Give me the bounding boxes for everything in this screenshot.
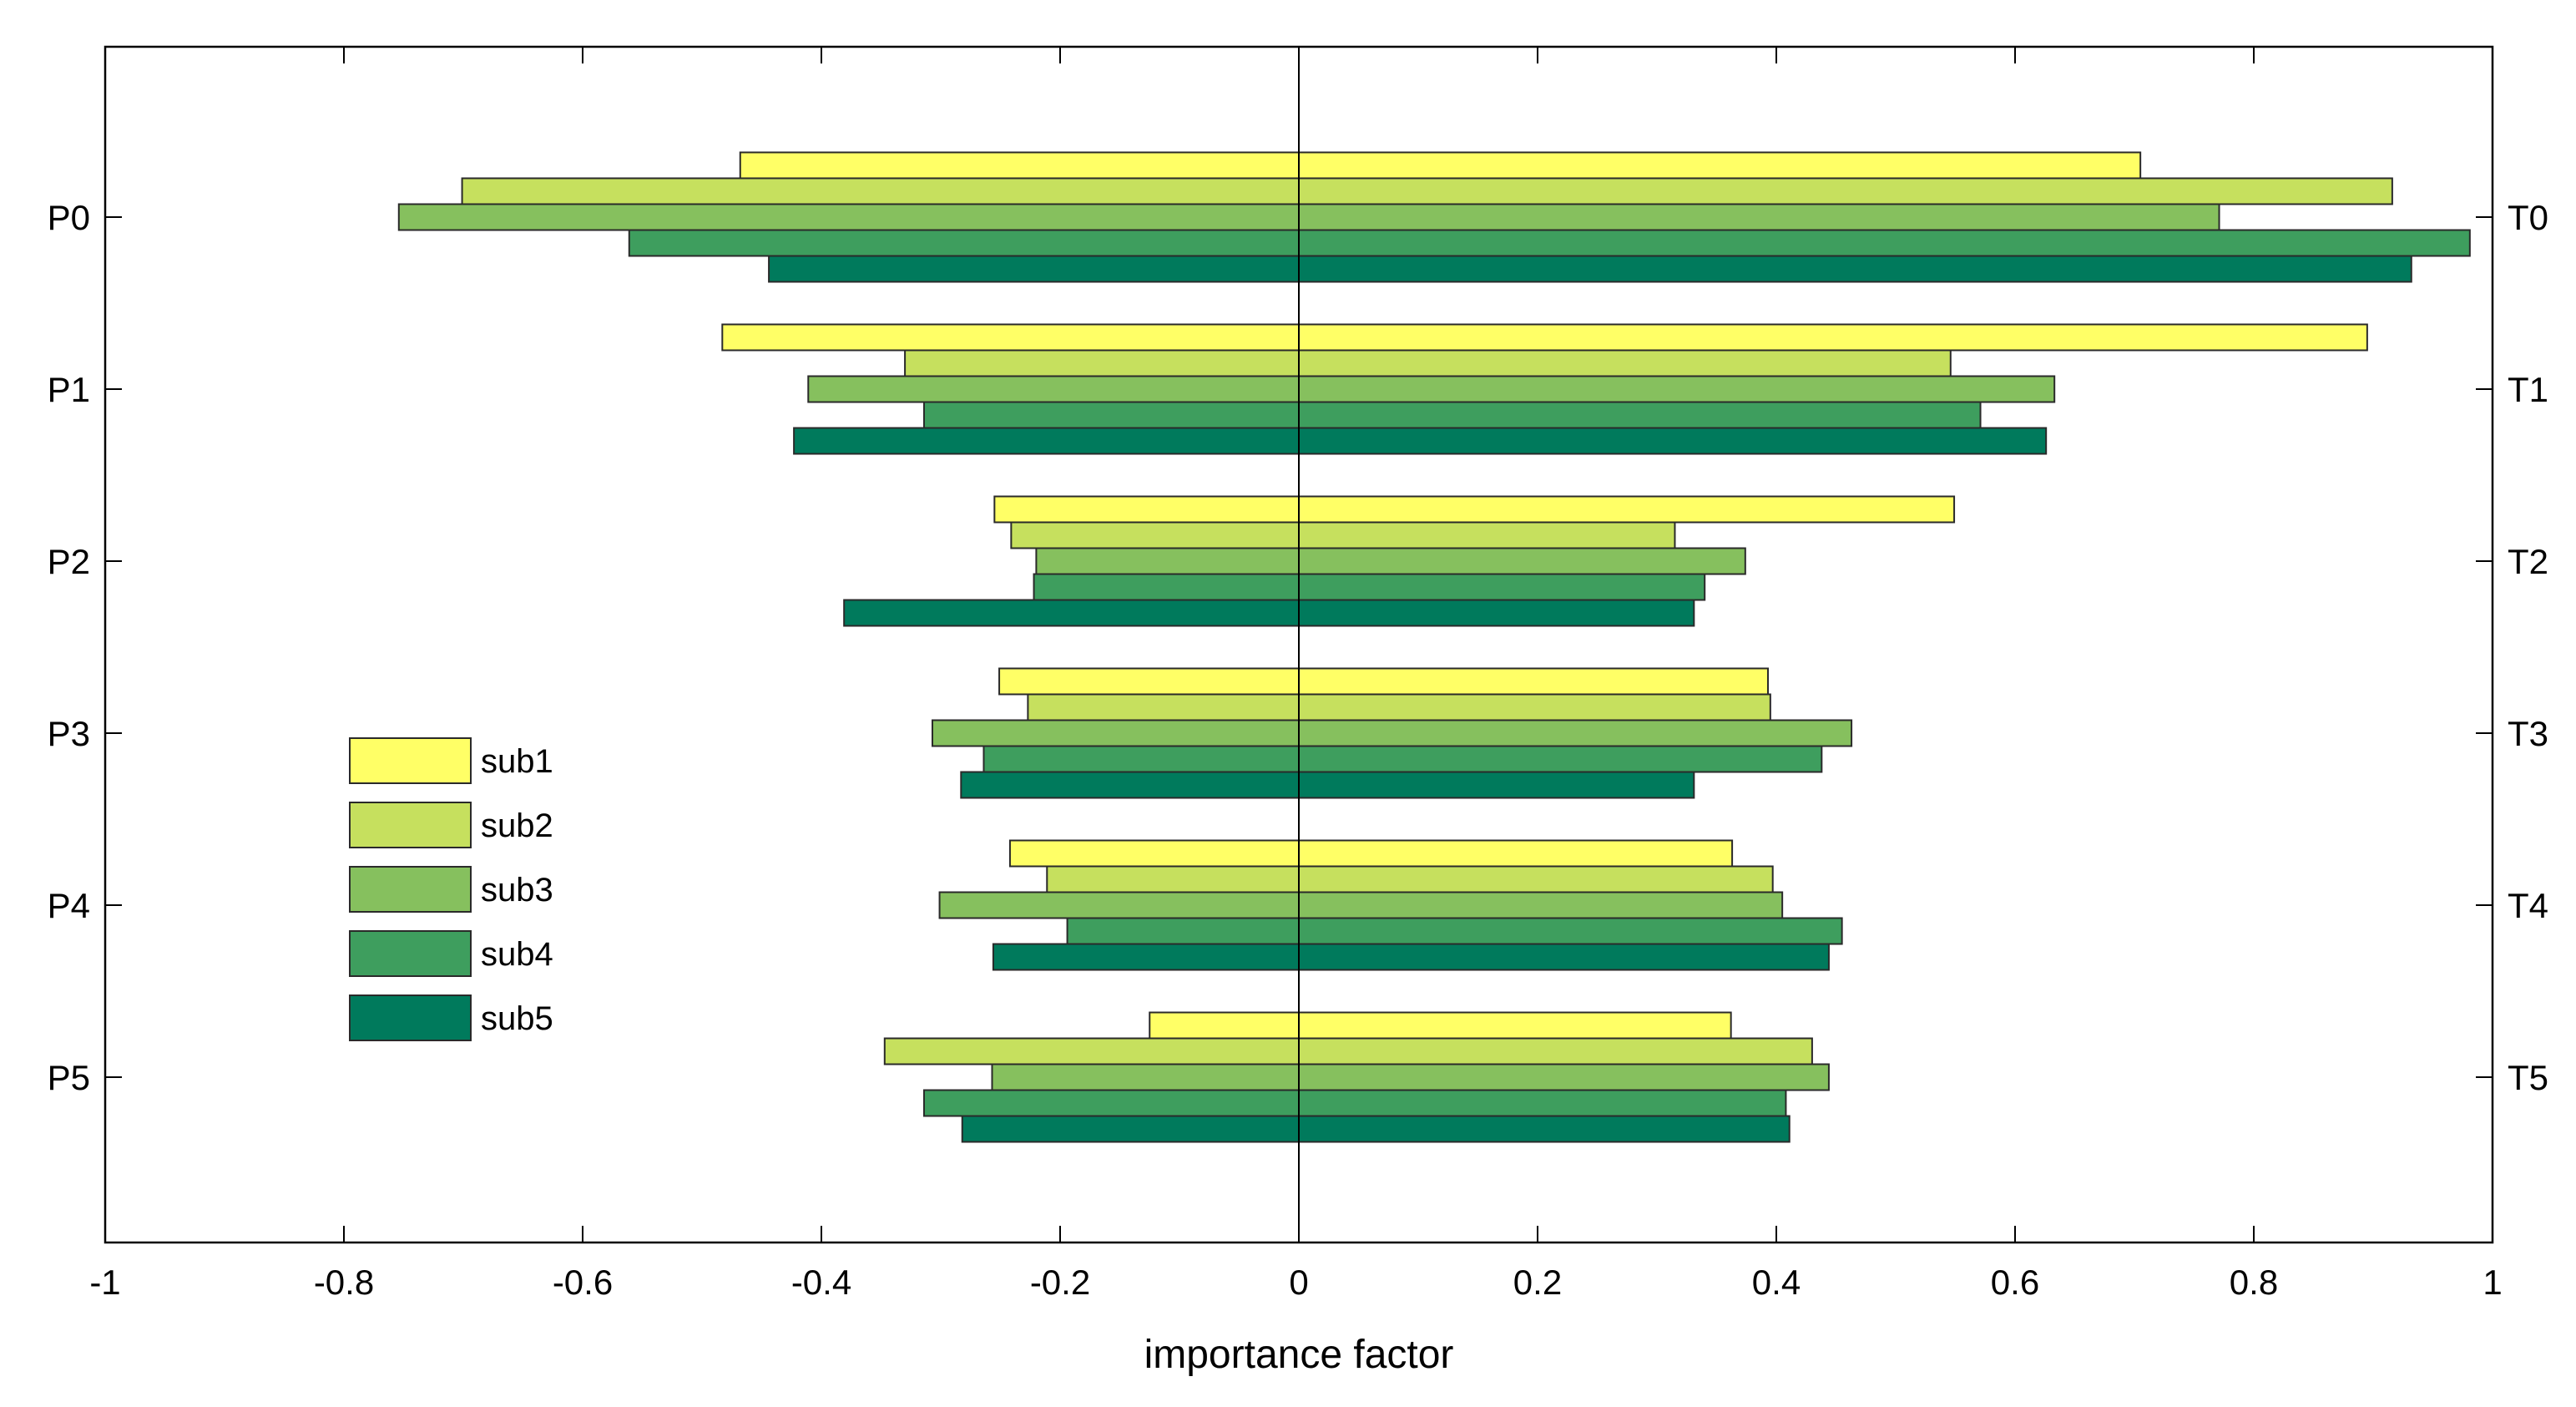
y-tick-label-left: P1 xyxy=(48,370,90,409)
x-tick-label: 0.2 xyxy=(1513,1263,1562,1302)
x-tick-label: -0.6 xyxy=(553,1263,613,1302)
y-tick-label-right: T3 xyxy=(2508,714,2548,753)
bar-sub3-T1 xyxy=(1298,375,2056,403)
bar-sub4-T1 xyxy=(1298,401,1982,429)
bar-sub1-P4 xyxy=(1008,839,1300,868)
legend-label-sub4: sub4 xyxy=(481,936,553,973)
bar-sub3-P2 xyxy=(1035,547,1301,575)
bar-sub1-T2 xyxy=(1298,495,1956,524)
bar-sub2-P0 xyxy=(461,177,1300,205)
y-tick-label-left: P0 xyxy=(48,198,90,237)
bar-sub2-T2 xyxy=(1298,521,1676,549)
bar-sub1-P3 xyxy=(998,667,1300,696)
bar-sub4-T4 xyxy=(1298,917,1843,945)
bar-sub2-T5 xyxy=(1298,1037,1813,1065)
bar-sub5-T2 xyxy=(1298,599,1695,627)
x-tick-label: 0.8 xyxy=(2230,1263,2278,1302)
bar-sub5-T0 xyxy=(1298,255,2412,283)
x-tick-label: -0.4 xyxy=(791,1263,851,1302)
bar-sub5-T1 xyxy=(1298,427,2048,455)
bar-sub5-T4 xyxy=(1298,943,1830,971)
legend-swatch-sub2 xyxy=(349,802,472,848)
legend-swatch-sub1 xyxy=(349,737,472,784)
legend-label-sub1: sub1 xyxy=(481,743,553,780)
bar-sub5-P2 xyxy=(843,599,1300,627)
bar-sub3-P5 xyxy=(991,1063,1300,1091)
bar-sub3-T2 xyxy=(1298,547,1746,575)
bar-sub3-T5 xyxy=(1298,1063,1830,1091)
bar-sub4-P3 xyxy=(982,745,1300,773)
bar-sub1-T0 xyxy=(1298,151,2142,180)
x-tick-label: -0.2 xyxy=(1030,1263,1090,1302)
bar-sub1-T5 xyxy=(1298,1011,1732,1040)
x-tick-label: 1 xyxy=(2483,1263,2502,1302)
bar-sub5-T5 xyxy=(1298,1115,1791,1143)
bar-sub5-T3 xyxy=(1298,771,1695,799)
bar-sub1-T4 xyxy=(1298,839,1734,868)
x-tick-label: -0.8 xyxy=(314,1263,374,1302)
bar-sub2-P5 xyxy=(883,1037,1301,1065)
x-tick-label: 0.6 xyxy=(1991,1263,2039,1302)
bar-sub1-P2 xyxy=(993,495,1300,524)
bar-sub5-P1 xyxy=(793,427,1300,455)
bar-sub3-P4 xyxy=(938,891,1300,919)
bar-sub3-T3 xyxy=(1298,719,1853,747)
bar-sub2-T4 xyxy=(1298,865,1774,893)
bar-sub4-T3 xyxy=(1298,745,1823,773)
x-tick-label: 0 xyxy=(1289,1263,1308,1302)
legend-label-sub5: sub5 xyxy=(481,1000,553,1037)
y-tick-label-right: T2 xyxy=(2508,542,2548,581)
bar-sub2-P4 xyxy=(1046,865,1301,893)
legend-swatch-sub4 xyxy=(349,930,472,977)
legend-label-sub3: sub3 xyxy=(481,872,553,908)
bar-sub4-T5 xyxy=(1298,1089,1787,1117)
bar-sub3-P1 xyxy=(807,375,1300,403)
legend-label-sub2: sub2 xyxy=(481,807,553,844)
bar-sub4-P0 xyxy=(628,229,1300,257)
bar-sub3-T0 xyxy=(1298,203,2220,231)
bar-sub1-T3 xyxy=(1298,667,1769,696)
bar-sub4-T0 xyxy=(1298,229,2471,257)
y-tick-label-left: P3 xyxy=(48,714,90,753)
bar-sub2-P1 xyxy=(904,349,1300,377)
bar-sub3-T4 xyxy=(1298,891,1784,919)
x-axis-title: importance factor xyxy=(1144,1333,1454,1377)
x-tick-label: 0.4 xyxy=(1752,1263,1801,1302)
bar-sub1-T1 xyxy=(1298,323,2368,352)
bar-sub2-T1 xyxy=(1298,349,1952,377)
bar-sub4-T2 xyxy=(1298,573,1706,601)
bar-sub5-P4 xyxy=(992,943,1301,971)
ticks-layer: -1 -0.8 -0.6 -0.4 -0.2 0 0.2 0.4 0.6 0.8 1 P0 T0 P1 T1… xyxy=(48,47,2548,1302)
bar-sub1-P5 xyxy=(1149,1011,1300,1040)
legend-swatch-sub5 xyxy=(349,995,472,1041)
bar-sub3-P3 xyxy=(931,719,1300,747)
y-tick-label-left: P5 xyxy=(48,1058,90,1097)
bar-sub3-P0 xyxy=(397,203,1300,231)
bar-sub5-P5 xyxy=(961,1115,1300,1143)
bar-sub1-P1 xyxy=(721,323,1300,352)
y-tick-label-right: T4 xyxy=(2508,886,2548,925)
y-tick-label-left: P2 xyxy=(48,542,90,581)
bar-sub4-P4 xyxy=(1066,917,1300,945)
bar-sub5-P0 xyxy=(768,255,1300,283)
bar-sub1-P0 xyxy=(739,151,1300,180)
bar-sub4-P5 xyxy=(922,1089,1300,1117)
bar-sub4-P2 xyxy=(1033,573,1301,601)
y-tick-label-right: T0 xyxy=(2508,198,2548,237)
bar-sub2-T3 xyxy=(1298,693,1771,721)
y-tick-label-right: T5 xyxy=(2508,1058,2548,1097)
legend: sub1 sub2 sub3 sub4 sub5 xyxy=(349,737,553,1041)
bar-sub2-P2 xyxy=(1010,521,1300,549)
bar-sub4-P1 xyxy=(922,401,1300,429)
y-tick-label-left: P4 xyxy=(48,886,90,925)
x-tick-label: -1 xyxy=(89,1263,120,1302)
bar-sub2-T0 xyxy=(1298,177,2393,205)
legend-swatch-sub3 xyxy=(349,866,472,913)
bar-sub5-P3 xyxy=(960,771,1301,799)
bar-sub2-P3 xyxy=(1027,693,1300,721)
y-tick-label-right: T1 xyxy=(2508,370,2548,409)
